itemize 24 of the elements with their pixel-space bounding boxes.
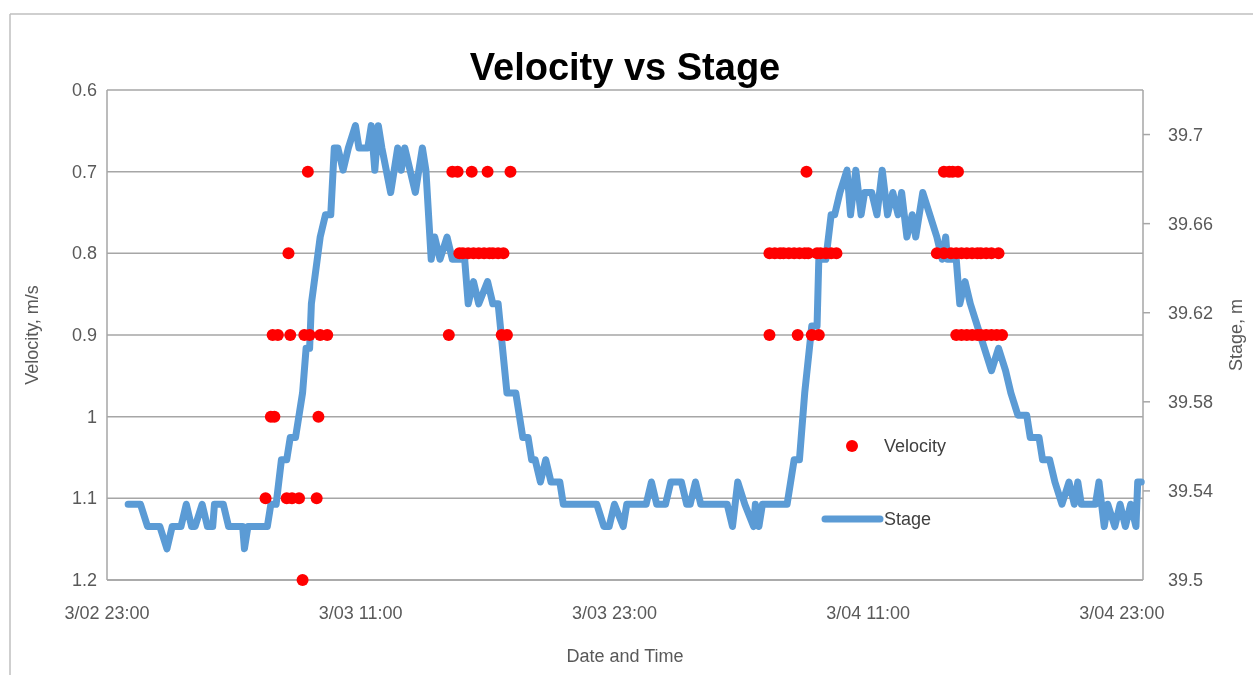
legend-label: Stage — [884, 509, 932, 529]
y-tick-label: 0.9 — [71, 325, 97, 345]
y2-tick-label: 39.66 — [1168, 213, 1214, 234]
y-tick-label: 1 — [86, 406, 97, 427]
y-tick-label: 0.7 — [71, 161, 97, 182]
chart-title: Velocity vs Stage — [469, 46, 781, 88]
y-tick-label: 0.8 — [71, 243, 97, 264]
y2-tick-label: 39.5 — [1168, 570, 1204, 590]
x-tick-label: 3/03 11:00 — [318, 603, 403, 623]
x-tick-label: 3/03 23:00 — [571, 603, 657, 623]
x-axis-title: Date and Time — [566, 646, 684, 666]
y-axis-title: Velocity, m/s — [22, 285, 42, 385]
y2-axis-title: Stage, m — [1226, 298, 1246, 372]
legend-label: Velocity — [884, 436, 947, 456]
y2-tick-label: 39.54 — [1168, 480, 1214, 501]
y-tick-label: 1.2 — [71, 570, 97, 590]
x-tick-label: 3/04 11:00 — [826, 603, 911, 623]
y2-tick-label: 39.62 — [1168, 302, 1214, 323]
y2-tick-label: 39.7 — [1168, 124, 1204, 145]
y2-tick-label: 39.58 — [1168, 391, 1214, 412]
x-tick-label: 3/04 23:00 — [1079, 603, 1165, 623]
y-tick-label: 0.6 — [71, 80, 97, 100]
x-tick-label: 3/02 23:00 — [64, 603, 150, 623]
y-tick-label: 1.1 — [71, 488, 97, 509]
